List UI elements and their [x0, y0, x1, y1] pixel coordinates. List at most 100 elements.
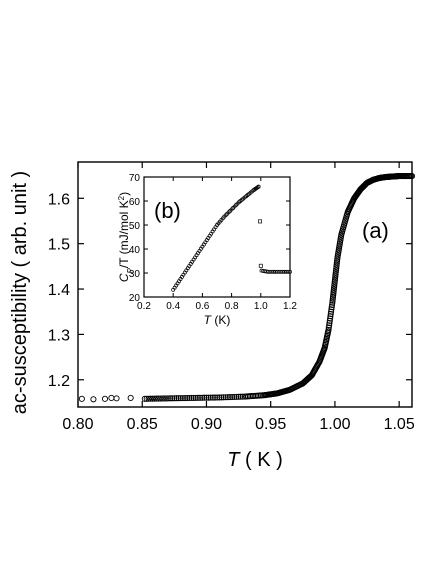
main-data-point: [147, 395, 154, 402]
main-data-point: [326, 320, 333, 327]
main-data-point: [177, 395, 184, 402]
inset-data-point: [269, 269, 274, 274]
main-data-point: [143, 395, 150, 402]
main-data-point: [229, 393, 236, 401]
main-x-axis-label: T ( K ): [227, 449, 283, 471]
inset-plot-frame: [143, 176, 291, 298]
main-data-point: [153, 395, 160, 402]
main-data-point: [196, 394, 204, 401]
main-x-tick-label: 0.80: [62, 416, 93, 433]
main-data-point: [214, 394, 221, 401]
main-data-point: [201, 394, 208, 401]
main-data-point: [327, 310, 334, 318]
inset-chart: 0.2 0.4 0.6 0.8 1.0 1.2 20 30 40 50 60 70 CP/T (mJ…: [117, 173, 298, 327]
main-data-point: [327, 315, 334, 322]
inset-data-point: [266, 269, 271, 274]
inset-y-symbol-sub: P: [126, 267, 135, 273]
inset-x-tick-label: 1.0: [254, 301, 268, 312]
inset-data-point: [282, 269, 287, 274]
main-data-point: [328, 308, 335, 315]
inset-data-point: [278, 269, 283, 274]
main-y-tick-label: 1.2: [48, 373, 70, 390]
main-data-point: [235, 393, 242, 400]
main-data-point: [167, 395, 174, 402]
main-data-point: [190, 394, 197, 401]
main-data-point: [218, 394, 225, 401]
main-x-tick-label: 0.90: [191, 416, 222, 433]
main-x-axis-unit: ( K ): [239, 449, 282, 471]
main-data-point: [159, 395, 166, 402]
main-data-point: [328, 301, 336, 308]
main-y-tick-label: 1.3: [48, 327, 70, 344]
inset-data-point: [271, 269, 276, 274]
main-data-point: [233, 393, 240, 400]
main-data-point: [90, 396, 97, 403]
main-data-point: [325, 326, 332, 333]
main-data-point: [216, 394, 223, 401]
main-x-tick-label: 0.95: [255, 416, 286, 433]
main-data-point: [237, 393, 244, 400]
main-data-point: [188, 394, 195, 402]
inset-y-axis-label: CP/T (mJ/mol K2): [117, 192, 135, 282]
inset-x-axis-unit: (K): [211, 313, 230, 327]
main-x-tick-label: 1.05: [384, 416, 415, 433]
inset-data-point: [275, 269, 280, 274]
inset-data-point: [273, 269, 278, 274]
main-x-tick-label: 1.00: [319, 416, 350, 433]
inset-y-symbol-c: C: [117, 273, 131, 282]
main-data-point: [224, 394, 231, 401]
main-data-point: [222, 394, 229, 401]
inset-y-tick-label: 60: [129, 197, 141, 208]
main-y-tick-label: 1.5: [48, 237, 70, 254]
main-data-point: [162, 395, 170, 402]
main-data-point: [164, 395, 171, 402]
inset-data-point: [258, 219, 263, 224]
main-data-point: [327, 313, 334, 320]
main-data-point: [226, 394, 234, 401]
inset-data-point: [267, 269, 272, 274]
inset-y-tick-label: 20: [129, 293, 141, 304]
main-data-point: [192, 394, 199, 401]
inset-data-point: [277, 269, 281, 274]
main-x-tick-label: 0.85: [127, 416, 158, 433]
main-panel-label: (a): [362, 218, 389, 243]
inset-y-tick-label: 30: [129, 269, 141, 280]
main-data-point: [171, 395, 178, 402]
inset-y-label-rest: /T (mJ/mol K: [117, 200, 131, 268]
main-data-point: [175, 395, 182, 402]
main-data-point: [169, 395, 176, 402]
main-data-point: [179, 395, 186, 402]
inset-x-axis-label: T (K): [204, 313, 231, 327]
inset-x-tick-label: 0.8: [225, 301, 239, 312]
inset-y-label-close: ): [117, 192, 131, 196]
inset-x-tick-label: 1.2: [283, 301, 297, 312]
main-data-point: [145, 395, 152, 402]
main-x-axis-symbol: T: [227, 449, 241, 471]
inset-data-point: [288, 269, 292, 274]
inset-data-point: [286, 269, 291, 274]
inset-x-tick-label: 0.2: [137, 301, 151, 312]
main-y-tick-label: 1.6: [48, 191, 70, 208]
main-data-point: [186, 394, 193, 402]
inset-x-axis: 0.2 0.4 0.6 0.8 1.0 1.2: [137, 177, 297, 312]
main-data-point: [203, 394, 210, 401]
main-data-point: [326, 317, 333, 324]
inset-panel-label: (b): [154, 198, 181, 223]
main-y-axis-label: ac-susceptibility ( arb. unit ): [9, 171, 31, 414]
inset-y-tick-label: 50: [129, 221, 141, 232]
main-data-point: [141, 395, 148, 402]
inset-x-tick-label: 0.6: [195, 301, 209, 312]
main-data-point: [207, 394, 214, 401]
main-data-point: [182, 395, 189, 402]
inset-data-point: [256, 184, 261, 189]
main-data-point: [211, 394, 219, 401]
main-data-point: [328, 304, 335, 311]
main-data-point: [326, 322, 333, 329]
inset-y-tick-label: 70: [129, 173, 141, 184]
main-data-points: [78, 173, 416, 403]
main-data-point: [101, 395, 109, 402]
inset-data-point: [284, 269, 289, 274]
main-data-point: [325, 324, 332, 331]
inset-x-axis-symbol: T: [204, 313, 213, 327]
